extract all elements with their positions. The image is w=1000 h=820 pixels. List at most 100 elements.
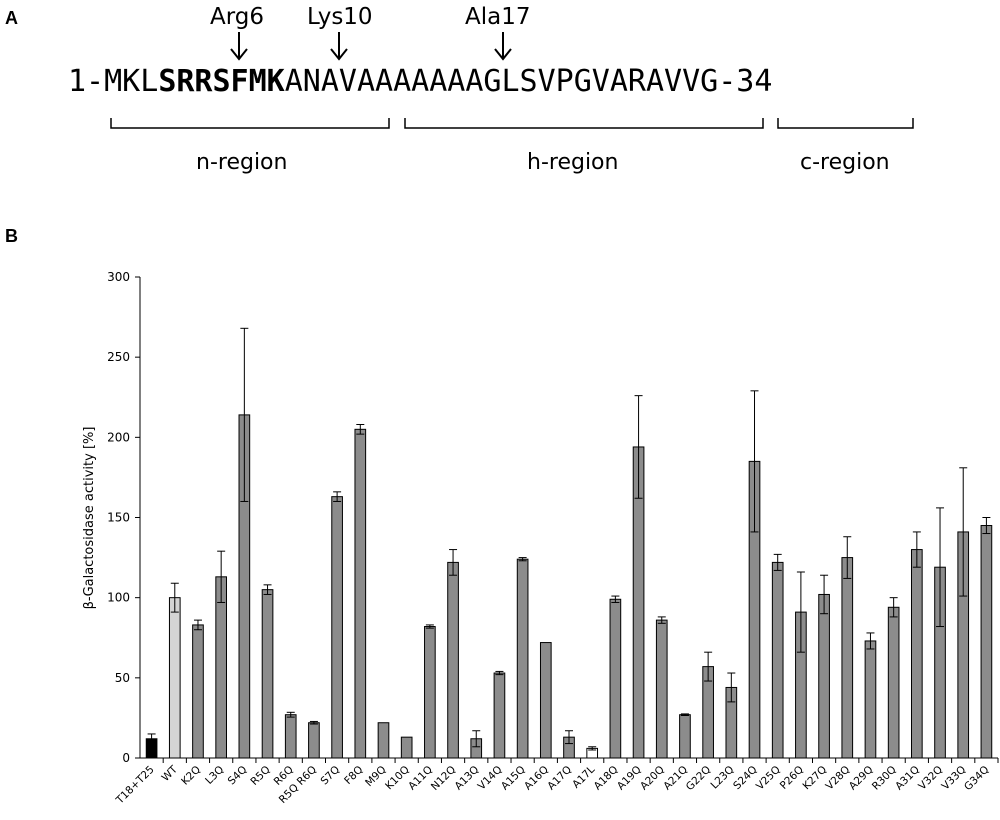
bar	[331, 496, 343, 759]
x-tick-label: WT	[160, 763, 181, 784]
x-tick-label: S7Q	[318, 764, 342, 788]
error-bar	[634, 395, 643, 499]
x-tick-label: V32Q	[916, 764, 945, 793]
x-tick-label: V28Q	[824, 764, 853, 793]
bar	[493, 672, 506, 759]
error-bar	[356, 424, 365, 435]
x-tick-label: A17Q	[545, 764, 574, 793]
bar	[679, 714, 691, 759]
x-tick-label: G34Q	[962, 764, 992, 794]
h-region-label: h-region	[527, 150, 619, 175]
bar	[980, 525, 993, 759]
signal-peptide-sequence: 1-MKLSRRSFMKANAVAAAAAAAGLSVPGVARAVVG-34	[68, 62, 772, 102]
error-bar	[309, 720, 318, 725]
bar	[539, 642, 552, 759]
y-tick-label: 0	[122, 751, 130, 765]
marker-lys10-label: Lys10	[307, 4, 373, 30]
x-tick-label: S4Q	[226, 764, 250, 788]
x-tick-label: A16Q	[522, 764, 551, 793]
x-tick-label: T18+T25	[113, 764, 156, 807]
x-tick-label: R5Q	[248, 764, 272, 788]
down-arrow-icon	[330, 32, 348, 61]
bar	[424, 626, 436, 759]
chart-y-tick-labels: 0 50 100 150 200 250 300	[107, 270, 130, 765]
error-bar	[588, 746, 597, 751]
bar	[215, 576, 227, 759]
error-bar	[286, 711, 295, 718]
x-tick-label: V25Q	[754, 764, 783, 793]
sequence-end: -34	[718, 64, 773, 99]
panel-b-label: B	[5, 226, 18, 246]
c-region-label: c-region	[800, 150, 890, 175]
x-tick-label: A31Q	[893, 764, 922, 793]
x-tick-label: G22Q	[684, 764, 714, 794]
y-tick-label: 250	[107, 350, 130, 364]
panel-a: A Arg6 Lys10 Ala17 1-MKLSRRSFMKANAVAAAAA…	[0, 0, 1000, 200]
error-bar	[820, 574, 829, 615]
error-bar	[727, 672, 736, 703]
error-bar	[936, 507, 945, 628]
x-tick-label: V14Q	[476, 764, 505, 793]
sequence-bold-segment: SRRSFMK	[158, 64, 285, 99]
h-region-bracket	[404, 118, 764, 129]
x-tick-label: A29Q	[847, 764, 876, 793]
bar	[911, 549, 923, 759]
error-bar	[796, 571, 805, 653]
sequence-prefix: MKL	[104, 64, 159, 99]
bar	[447, 561, 459, 759]
error-bar	[982, 517, 991, 535]
error-bar	[263, 584, 272, 595]
x-tick-label: R30Q	[870, 764, 899, 793]
sequence-start: 1-	[68, 64, 105, 99]
bar	[192, 624, 204, 759]
error-bar	[333, 491, 342, 502]
error-bar	[240, 327, 249, 502]
error-bar	[193, 619, 202, 631]
bar	[168, 597, 181, 759]
bar	[308, 722, 320, 759]
x-tick-label: P26Q	[778, 764, 806, 792]
bar	[354, 428, 367, 759]
error-bar	[657, 616, 666, 624]
error-bar	[449, 549, 458, 576]
sequence-suffix: ANAVAAAAAAAGLSVPGVARAVVG	[284, 64, 719, 99]
bar	[841, 557, 854, 759]
error-bar	[472, 730, 481, 748]
x-tick-label: L23Q	[709, 764, 737, 792]
y-tick-label: 300	[107, 270, 130, 284]
down-arrow-icon	[494, 32, 512, 61]
x-tick-label: A20Q	[638, 764, 667, 793]
error-bar	[147, 733, 156, 745]
n-region-label: n-region	[196, 150, 288, 175]
error-bar	[170, 582, 179, 613]
error-bar	[912, 531, 921, 568]
n-region-bracket	[110, 118, 390, 129]
x-tick-label: A21Q	[661, 764, 690, 793]
bar	[377, 722, 390, 759]
y-tick-label: 50	[115, 671, 130, 685]
bar	[516, 558, 529, 759]
x-tick-label: K10Q	[383, 764, 412, 793]
x-tick-label: A13Q	[453, 764, 482, 793]
error-bar	[959, 467, 968, 597]
x-tick-label: L3Q	[203, 764, 226, 787]
chart-bars	[145, 414, 993, 759]
bar	[261, 589, 274, 759]
marker-ala17-label: Ala17	[465, 4, 531, 30]
error-bar	[495, 670, 504, 676]
y-tick-label: 100	[107, 591, 130, 605]
x-tick-label: N12Q	[429, 764, 458, 793]
region-brackets	[110, 118, 914, 129]
bar	[609, 598, 622, 759]
y-axis-label: β-Galactosidase activity [%]	[82, 427, 97, 610]
error-bar	[773, 553, 782, 571]
x-tick-label: A18Q	[592, 764, 621, 793]
x-tick-label: A19Q	[615, 764, 644, 793]
bar	[400, 736, 413, 759]
y-tick-label: 150	[107, 511, 130, 525]
panel-a-label: A	[5, 8, 18, 28]
error-bar	[750, 390, 759, 533]
bar	[887, 606, 900, 759]
bar	[864, 640, 877, 759]
c-region-bracket	[777, 118, 914, 129]
